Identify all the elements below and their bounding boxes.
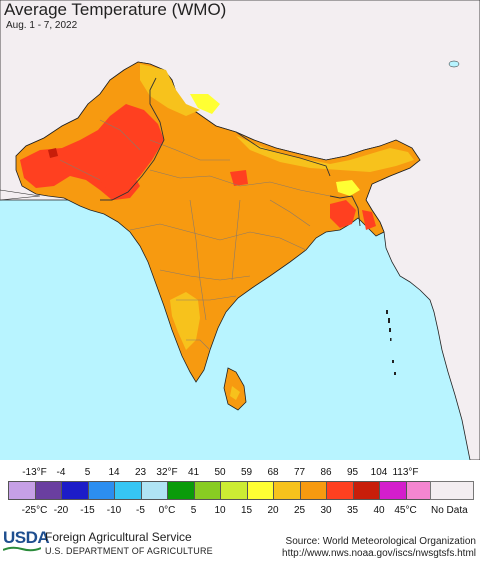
legend-celsius-label: 30 bbox=[320, 505, 332, 516]
legend-swatch bbox=[140, 481, 168, 500]
very-hot-spot bbox=[48, 148, 58, 158]
legend-fahrenheit-label: 5 bbox=[84, 467, 91, 478]
date-range: Aug. 1 - 7, 2022 bbox=[6, 20, 78, 31]
legend-swatch bbox=[61, 481, 89, 500]
legend-fahrenheit-label: 86 bbox=[320, 467, 332, 478]
sri-lanka-cool bbox=[230, 386, 240, 400]
legend-swatch bbox=[405, 481, 433, 500]
state-borders bbox=[59, 119, 331, 351]
legend-fahrenheit-label: 32°F bbox=[156, 467, 178, 478]
legend-swatch bbox=[87, 481, 115, 500]
usda-logo: USDA bbox=[3, 528, 50, 547]
temperature-map bbox=[0, 0, 480, 460]
legend-fahrenheit-label: 14 bbox=[108, 467, 120, 478]
agency-name: Foreign Agricultural Service bbox=[45, 530, 192, 544]
legend-swatch bbox=[193, 481, 221, 500]
legend-celsius-label: -15 bbox=[80, 505, 95, 516]
legend-swatch bbox=[273, 481, 301, 500]
legend-swatch bbox=[34, 481, 62, 500]
legend-fahrenheit-label: 113°F bbox=[392, 467, 419, 478]
yellow-zone-kashmir bbox=[190, 94, 220, 114]
legend-celsius-label: -5 bbox=[136, 505, 145, 516]
legend-swatch bbox=[326, 481, 354, 500]
oman-coast bbox=[0, 189, 41, 201]
cool-zone-south bbox=[170, 292, 200, 350]
legend-celsius-label: 40 bbox=[373, 505, 385, 516]
legend-swatch bbox=[220, 481, 248, 500]
footer bbox=[0, 524, 480, 561]
no-data-label: No Data bbox=[431, 505, 468, 516]
legend-swatch bbox=[379, 481, 407, 500]
legend-celsius-label: 35 bbox=[346, 505, 359, 516]
usda-wave-icon bbox=[3, 546, 41, 552]
legend-celsius-label: -20 bbox=[53, 505, 69, 516]
country-borders bbox=[100, 77, 361, 227]
hot-zone-rajasthan bbox=[100, 168, 140, 200]
legend-fahrenheit-label: 23 bbox=[134, 467, 147, 478]
legend-celsius-label: 15 bbox=[240, 505, 253, 516]
legend-celsius-label: -25°C bbox=[21, 505, 48, 516]
cool-zone-himalaya bbox=[236, 136, 414, 172]
legend-swatch bbox=[167, 481, 195, 500]
legend-celsius-label: 45°C bbox=[394, 505, 417, 516]
legend-swatch bbox=[8, 481, 36, 500]
hot-zone-gangetic bbox=[230, 170, 248, 186]
legend-fahrenheit-label: 77 bbox=[293, 467, 306, 478]
legend-swatch bbox=[114, 481, 142, 500]
legend-swatch bbox=[246, 481, 274, 500]
cool-zone-north bbox=[140, 64, 200, 116]
legend-celsius-label: 10 bbox=[214, 505, 226, 516]
legend-fahrenheit-label: 50 bbox=[214, 467, 226, 478]
legend-celsius-label: -10 bbox=[106, 505, 122, 516]
source-url[interactable]: http://www.nws.noaa.gov/iscs/nwsgtsfs.ht… bbox=[282, 548, 476, 559]
map-title: Average Temperature (WMO) bbox=[4, 0, 227, 19]
legend-celsius-label: 20 bbox=[267, 505, 279, 516]
department-name: U.S. DEPARTMENT OF AGRICULTURE bbox=[45, 546, 213, 556]
legend-fahrenheit-label: 104 bbox=[370, 467, 388, 478]
andaman-islands bbox=[386, 310, 396, 375]
source-credit: Source: World Meteorological Organizatio… bbox=[285, 536, 476, 547]
legend-fahrenheit-label: 59 bbox=[240, 467, 253, 478]
legend-celsius-label: 0°C bbox=[158, 505, 176, 516]
legend-fahrenheit-label: -4 bbox=[56, 467, 66, 478]
hot-zone-myanmar-border bbox=[362, 210, 376, 230]
lake bbox=[448, 60, 460, 68]
legend-celsius-label: 5 bbox=[190, 505, 197, 516]
legend-swatch bbox=[299, 481, 327, 500]
hot-zone-bangladesh bbox=[330, 200, 356, 228]
legend-celsius-label: 25 bbox=[293, 505, 306, 516]
legend-fahrenheit-label: 68 bbox=[267, 467, 279, 478]
legend-swatch bbox=[352, 481, 380, 500]
legend-fahrenheit-label: 41 bbox=[187, 467, 200, 478]
legend-fahrenheit-label: 95 bbox=[346, 467, 359, 478]
legend-fahrenheit-label: -13°F bbox=[22, 467, 47, 478]
yellow-zone-northeast bbox=[336, 180, 360, 196]
no-data-swatch bbox=[430, 481, 474, 500]
